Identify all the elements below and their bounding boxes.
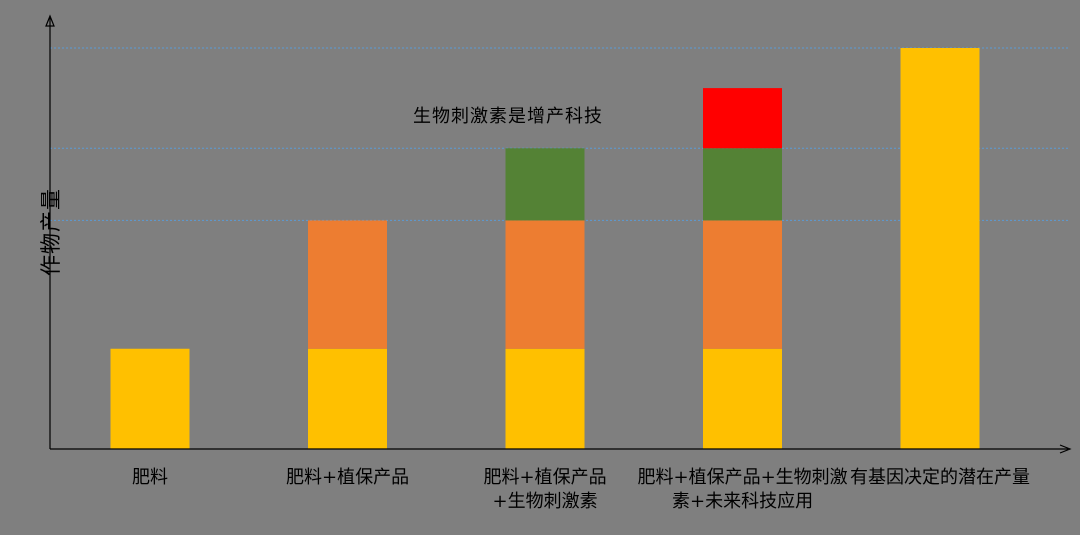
bar-seg-c2-s2 <box>505 148 585 221</box>
bar-seg-c3-s2 <box>703 148 782 221</box>
x-tick-label-line: +生物刺激素 <box>492 491 598 512</box>
bar-seg-c1-s1 <box>308 220 387 349</box>
x-tick-label: 肥料+植保产品 <box>286 466 409 490</box>
bar-seg-c3-s0 <box>703 348 782 449</box>
x-tick-label: 肥料+植保产品+生物刺激 素+未来科技应用 <box>638 466 848 514</box>
bar-seg-c1-s0 <box>308 348 387 449</box>
x-tick-label-line: 肥料+植保产品 <box>286 467 410 488</box>
y-axis-label: 作物产量 <box>39 188 63 276</box>
x-tick-label: 肥料 <box>132 466 168 490</box>
bar-seg-c2-s0 <box>505 348 585 449</box>
x-tick-label: 有基因决定的潜在产量 <box>850 466 1030 490</box>
x-axis-arrow <box>1059 444 1072 454</box>
bar-seg-c3-s1 <box>703 220 782 349</box>
y-axis-arrow <box>45 14 55 27</box>
x-tick-label: 肥料+植保产品 +生物刺激素 <box>484 466 607 514</box>
bar-seg-c2-s1 <box>505 220 585 349</box>
x-tick-label-line: 有基因决定的潜在产量 <box>850 467 1030 488</box>
x-tick-label-line: 素+未来科技应用 <box>672 491 814 512</box>
bar-seg-c0-s0 <box>110 348 190 449</box>
x-tick-label-line: 肥料+植保产品 <box>483 467 607 488</box>
x-tick-label-line: 肥料 <box>132 467 168 488</box>
bar-seg-c4-s0 <box>900 48 980 449</box>
chart-annotation: 生物刺激素是增产科技 <box>413 106 603 127</box>
bar-seg-c3-s3 <box>703 88 782 149</box>
x-tick-label-line: 肥料+植保产品+生物刺激 <box>637 467 848 488</box>
